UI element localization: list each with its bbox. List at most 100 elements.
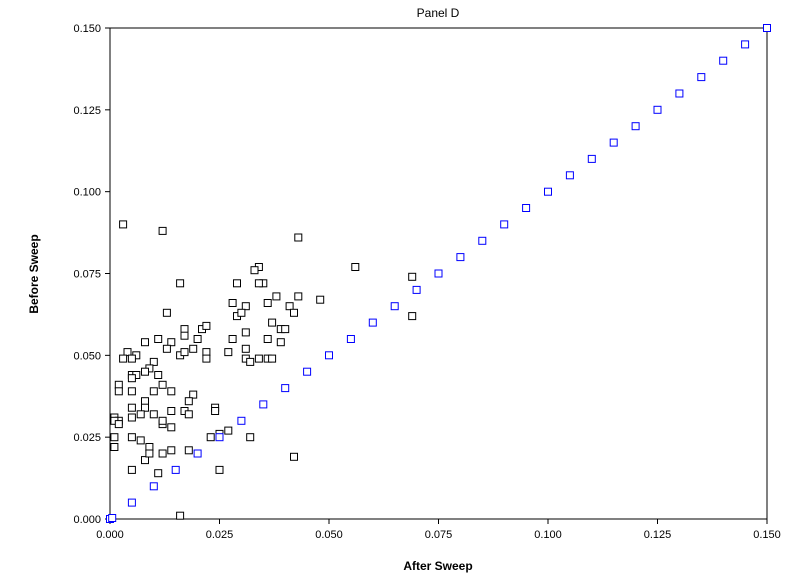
data-point: [127, 354, 136, 363]
data-point: [281, 384, 290, 393]
data-point: [316, 295, 325, 304]
data-point: [141, 456, 149, 465]
data-point: [763, 24, 771, 32]
x-axis-ticks: 0.000 0.025 0.050 0.075 0.100 0.125 0.150: [96, 519, 781, 541]
data-point: [127, 403, 136, 412]
data-point: [136, 410, 145, 419]
data-point: [250, 266, 259, 275]
data-point: [268, 354, 277, 363]
data-point: [544, 187, 552, 196]
data-point: [276, 338, 285, 347]
y-axis-ticks: 0.000 0.025 0.050 0.075 0.100 0.125 0.150: [73, 23, 110, 526]
data-point: [158, 380, 167, 389]
data-point: [325, 351, 333, 360]
data-point: [167, 387, 176, 396]
data-point: [123, 348, 132, 357]
data-point: [631, 122, 640, 131]
data-point: [254, 279, 263, 288]
y-tick-label: 0.025: [73, 432, 101, 444]
data-point: [500, 220, 509, 229]
y-tick-label: 0.100: [73, 187, 101, 199]
data-point: [141, 403, 149, 412]
data-point: [290, 452, 298, 461]
data-point: [233, 279, 241, 288]
data-point: [241, 344, 250, 353]
data-point: [408, 272, 417, 281]
x-tick-label: 0.150: [753, 529, 781, 541]
data-point: [202, 348, 211, 357]
data-point: [254, 354, 263, 363]
data-point: [110, 433, 119, 442]
data-point: [224, 348, 233, 357]
data-point: [215, 433, 224, 442]
data-point: [246, 357, 255, 366]
data-point: [180, 331, 189, 340]
data-point: [241, 328, 250, 337]
data-point: [202, 321, 211, 330]
data-point: [228, 299, 237, 307]
data-point: [162, 308, 171, 317]
data-point: [587, 154, 596, 163]
data-point: [158, 449, 167, 458]
data-point: [263, 299, 272, 307]
data-point: [675, 89, 684, 98]
data-point: [565, 171, 574, 180]
y-tick-label: 0.050: [73, 350, 101, 362]
data-point: [653, 105, 662, 114]
data-point: [141, 338, 149, 347]
x-tick-label: 0.025: [206, 529, 234, 541]
x-tick-label: 0.100: [534, 529, 562, 541]
data-point: [171, 465, 180, 474]
data-point: [412, 285, 421, 294]
data-point: [145, 443, 154, 451]
data-point: [294, 292, 303, 301]
data-point: [193, 449, 202, 458]
data-point: [180, 348, 189, 357]
data-point: [167, 423, 176, 432]
data-point: [114, 380, 123, 389]
data-point: [127, 374, 136, 383]
data-point: [158, 226, 167, 235]
data-point: [176, 279, 185, 288]
data-point: [351, 263, 360, 271]
data-point: [149, 357, 158, 366]
x-tick-label: 0.000: [96, 529, 124, 541]
y-tick-label: 0.075: [73, 269, 101, 281]
data-point: [189, 390, 198, 399]
x-tick-label: 0.125: [644, 529, 672, 541]
data-point: [224, 426, 233, 435]
data-point: [202, 354, 211, 363]
data-point: [263, 335, 272, 343]
data-point: [303, 367, 312, 376]
data-point: [158, 416, 167, 425]
data-point: [145, 449, 154, 458]
data-point: [246, 433, 255, 442]
data-point: [211, 407, 220, 415]
data-point: [184, 397, 193, 406]
y-axis-title: Before Sweep: [27, 234, 41, 313]
data-point: [114, 387, 123, 396]
chart-title: Panel D: [417, 6, 460, 20]
data-point: [127, 498, 136, 507]
data-point: [237, 416, 246, 425]
data-point: [119, 220, 128, 229]
data-point: [108, 514, 117, 522]
data-point: [478, 236, 487, 245]
data-point: [215, 465, 224, 474]
data-point: [259, 400, 268, 409]
data-point: [228, 335, 237, 343]
data-point: [294, 233, 303, 242]
data-point: [272, 292, 281, 301]
data-point: [281, 325, 290, 334]
data-point: [114, 420, 123, 429]
data-point: [697, 73, 706, 82]
data-point: [149, 387, 158, 396]
y-tick-label: 0.000: [73, 514, 101, 526]
data-point: [390, 302, 399, 311]
data-point: [434, 269, 443, 278]
data-point: [167, 446, 176, 455]
data-point: [184, 446, 193, 455]
data-point: [184, 410, 193, 419]
data-point: [110, 443, 119, 451]
